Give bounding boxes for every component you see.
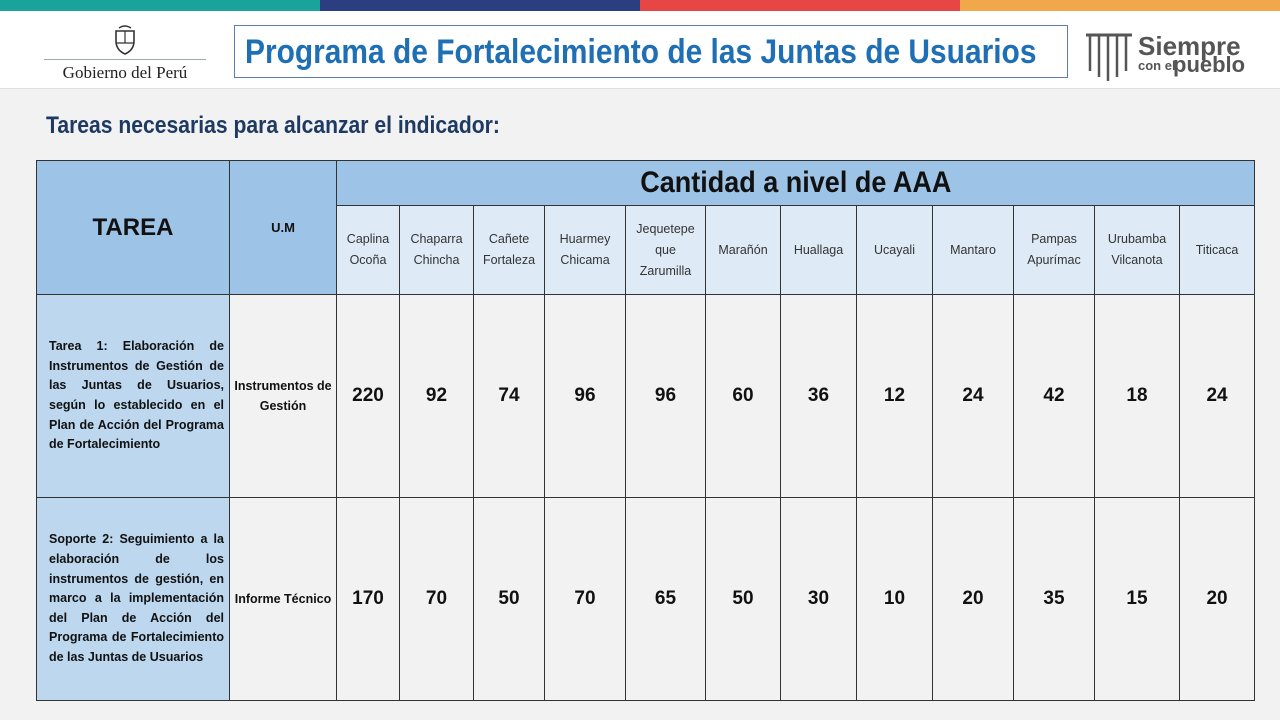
logo-word-pueblo: pueblo [1173,52,1246,77]
header-um: U.M [229,160,337,295]
quantity-cell: 70 [544,497,626,701]
header-aaa-4: Jequetepe que Zarumilla [625,205,706,295]
header-aaa-7: Ucayali [856,205,933,295]
quantity-cell: 50 [473,497,545,701]
header-aaa-11: Titicaca [1178,205,1256,295]
coat-of-arms-icon [115,25,135,55]
header-aaa-2: Cañete Fortaleza [473,205,545,295]
logo-word-siempre: Siempre [1138,31,1241,61]
quantity-cell: 20 [932,497,1014,701]
header-aaa-line: Chicama [560,253,610,267]
quantity-cell: 74 [473,294,545,498]
quantity-cell: 220 [336,294,400,498]
top-color-bar [0,0,1280,11]
quantity-cell: 20 [1178,497,1256,701]
title-box: Programa de Fortalecimiento de las Junta… [234,25,1068,78]
header-cantidad-aaa-text: Cantidad a nivel de AAA [640,166,952,199]
quantity-cell: 36 [780,294,857,498]
task-description: Tarea 1: Elaboración de Instrumentos de … [36,294,230,498]
header-aaa-line: Cañete [488,232,530,246]
header-aaa-line: Ocoña [349,253,387,267]
header-aaa-0: Caplina Ocoña [336,205,400,295]
header-cantidad-aaa: Cantidad a nivel de AAA [335,160,1256,206]
quantity-cell: 60 [705,294,781,498]
task-unit: Instrumentos de Gestión [229,294,337,498]
header-aaa-line: Pampas [1031,232,1077,246]
header-aaa-line: que [655,242,676,257]
task-description: Soporte 2: Seguimiento a la elaboración … [36,497,230,701]
header-aaa-line: Ucayali [874,242,915,257]
quantity-cell: 10 [856,497,933,701]
header-aaa-line: Jequetepe [636,221,695,236]
task-unit: Informe Técnico [229,497,337,701]
header-aaa-line: Huallaga [793,242,844,257]
header-aaa-5: Marañón [705,205,781,295]
quantity-cell: 65 [625,497,706,701]
quantity-cell: 70 [399,497,474,701]
quantity-cell: 50 [705,497,781,701]
quantity-cell: 42 [1013,294,1095,498]
quantity-cell: 92 [399,294,474,498]
header-aaa-8: Mantaro [932,205,1014,295]
header-aaa-line: Titicaca [1195,242,1239,257]
header-aaa-line: Apurímac [1027,253,1081,267]
header-aaa-line: Fortaleza [482,253,536,267]
header-aaa-1: Chaparra Chincha [399,205,474,295]
header-aaa-9: Pampas Apurímac [1013,205,1095,295]
header-aaa-10: Urubamba Vilcanota [1094,205,1180,295]
header-aaa-line: Marañón [718,242,768,257]
quantity-cell: 35 [1013,497,1095,701]
color-bar-teal [0,0,320,11]
header-tarea: TAREA [36,160,230,295]
siempre-con-el-pueblo-logo: Siempre con el pueblo [1084,21,1246,87]
header-aaa-3: Huarmey Chicama [544,205,626,295]
slide-title: Programa de Fortalecimiento de las Junta… [245,33,1037,71]
color-bar-red [640,0,960,11]
quantity-cell: 24 [1178,294,1256,498]
quantity-cell: 24 [932,294,1014,498]
pillars-icon [1086,33,1132,81]
quantity-cell: 30 [780,497,857,701]
section-subtitle: Tareas necesarias para alcanzar el indic… [46,112,500,139]
tasks-table: TAREA U.M Cantidad a nivel de AAA Caplin… [36,160,1256,701]
gobierno-logo-text: Gobierno del Perú [62,63,188,82]
quantity-cell: 18 [1094,294,1180,498]
header-aaa-6: Huallaga [780,205,857,295]
gobierno-logo: Gobierno del Perú [44,25,206,83]
header-aaa-line: Chincha [413,253,460,267]
logo-divider [44,59,206,60]
quantity-cell: 12 [856,294,933,498]
aaa-header-row: Caplina Ocoña Chaparra Chincha Cañete Fortale… [37,205,1256,295]
quantity-cell: 96 [544,294,626,498]
header-aaa-line: Zarumilla [639,263,692,278]
header-aaa-line: Mantaro [950,242,996,257]
header-aaa-line: Caplina [346,232,390,246]
header-aaa-line: Vilcanota [1111,253,1163,267]
color-bar-navy [320,0,640,11]
header-aaa-line: Urubamba [1107,232,1167,246]
color-bar-orange [960,0,1280,11]
table-row: Tarea 1: Elaboración de Instrumentos de … [36,294,1256,498]
header-aaa-line: Huarmey [559,232,611,246]
quantity-cell: 170 [336,497,400,701]
header-aaa-line: Chaparra [410,232,463,246]
quantity-cell: 96 [625,294,706,498]
quantity-cell: 15 [1094,497,1180,701]
logo-word-con-el: con el [1138,58,1176,73]
table-row: Soporte 2: Seguimiento a la elaboración … [36,497,1256,701]
slide-header: Gobierno del Perú Programa de Fortalecim… [0,11,1280,89]
